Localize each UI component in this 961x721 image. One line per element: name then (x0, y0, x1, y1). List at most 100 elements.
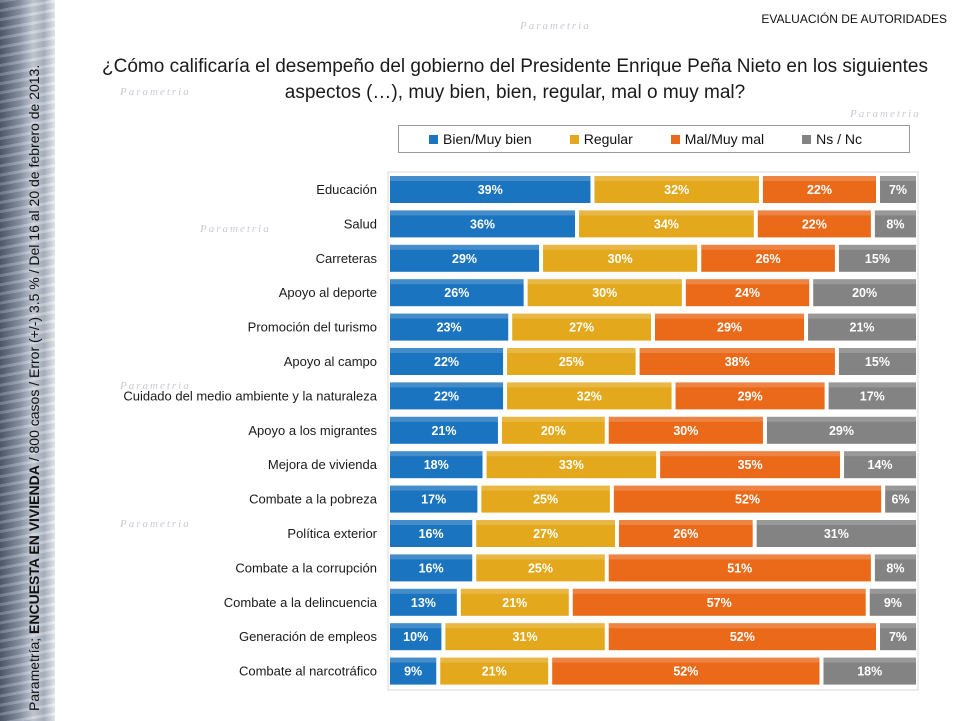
bar-highlight (813, 279, 916, 285)
bar-highlight (762, 176, 877, 181)
bar-segment (608, 554, 871, 582)
bar-value-label: 38% (725, 355, 750, 369)
bar-value-label: 22% (434, 355, 459, 369)
bar-value-label: 26% (673, 527, 698, 541)
bar-value-label: 14% (868, 458, 893, 472)
chart-legend: Bien/Muy bien Regular Mal/Muy mal Ns / N… (398, 125, 910, 153)
bar-segment (874, 210, 916, 238)
bar-value-label: 20% (541, 424, 566, 438)
bar-value-label: 35% (738, 458, 763, 472)
bar-value-label: 31% (513, 630, 538, 644)
watermark: Parametria (120, 86, 191, 98)
watermark: Parametria (850, 108, 921, 120)
bar-value-label: 30% (673, 424, 698, 438)
chart-title: ¿Cómo calificaría el desempeño del gobie… (102, 56, 928, 103)
watermark: Parametria (520, 20, 591, 32)
bar-value-label: 9% (404, 665, 422, 679)
bar-value-label: 31% (824, 527, 849, 541)
category-label: Combate al narcotráfico (239, 664, 377, 679)
category-label: Educación (316, 182, 377, 197)
bar-segment (390, 623, 442, 651)
bar-highlight (460, 588, 569, 594)
bar-segment (507, 382, 672, 410)
bar-segment (390, 657, 437, 685)
bar-segment (390, 348, 504, 375)
bar-highlight (390, 485, 478, 491)
bar-highlight (838, 244, 916, 250)
bar-value-label: 7% (889, 183, 907, 197)
bar-segment (390, 554, 473, 582)
bar-value-label: 21% (431, 424, 456, 438)
bar-segment (552, 657, 820, 685)
bar-segment (486, 451, 657, 479)
bar-segment (838, 348, 916, 375)
watermark: Parametria (120, 380, 191, 392)
bar-highlight (552, 657, 820, 663)
bar-segment (874, 554, 916, 582)
bar-highlight (507, 382, 672, 388)
bar-value-label: 32% (577, 389, 602, 403)
category-label: Apoyo a los migrantes (248, 423, 377, 438)
legend-swatch (802, 134, 812, 144)
category-label: Salud (344, 216, 377, 231)
bar-highlight (608, 623, 877, 629)
bar-value-label: 8% (886, 561, 904, 575)
bar-segment (481, 485, 610, 513)
bar-value-label: 9% (884, 596, 902, 610)
bar-value-label: 29% (717, 321, 742, 335)
bar-value-label: 22% (802, 217, 827, 231)
legend-item-nsnc: Ns / Nc (802, 131, 862, 147)
bar-highlight (608, 554, 871, 560)
bar-highlight (527, 279, 682, 285)
bar-highlight (756, 520, 916, 525)
bar-segment (476, 520, 616, 547)
bar-value-label: 51% (727, 561, 752, 575)
category-label: Carreteras (316, 251, 378, 266)
bar-segment (660, 451, 841, 479)
bar-highlight (445, 623, 605, 629)
bar-segment (701, 244, 835, 272)
legend-label: Regular (583, 131, 633, 147)
bar-value-label: 17% (421, 493, 446, 507)
bar-segment (844, 451, 916, 479)
bar-value-label: 16% (419, 527, 444, 541)
bar-highlight (390, 416, 498, 422)
bar-highlight (608, 416, 763, 422)
legend-item-mal: Mal/Muy mal (670, 131, 764, 147)
legend-swatch (670, 134, 680, 144)
bar-value-label: 8% (886, 217, 904, 231)
bar-segment (543, 244, 698, 272)
bar-highlight (390, 382, 504, 388)
bar-highlight (507, 348, 636, 353)
bar-value-label: 26% (444, 286, 469, 300)
bar-value-label: 22% (434, 389, 459, 403)
bar-highlight (766, 416, 916, 422)
bar-segment (512, 313, 651, 341)
bar-highlight (613, 485, 882, 491)
bar-highlight (390, 279, 524, 285)
bar-value-label: 27% (533, 527, 558, 541)
bar-highlight (874, 554, 916, 560)
bar-segment (579, 210, 754, 238)
bar-value-label: 27% (569, 321, 594, 335)
bar-highlight (808, 313, 916, 319)
bar-highlight (757, 210, 871, 216)
bar-value-label: 13% (411, 596, 436, 610)
bar-highlight (619, 520, 753, 525)
bar-highlight (476, 554, 605, 560)
bar-value-label: 15% (865, 355, 890, 369)
bar-segment (390, 520, 473, 547)
bar-value-label: 22% (807, 183, 832, 197)
category-label: Promoción del turismo (248, 320, 377, 335)
bar-segment (880, 176, 916, 203)
bar-segment (608, 623, 877, 651)
bar-value-label: 52% (730, 630, 755, 644)
bar-value-label: 17% (860, 389, 885, 403)
bar-segment (613, 485, 882, 513)
category-label: Generación de empleos (239, 629, 378, 644)
bar-value-label: 25% (533, 493, 558, 507)
bar-highlight (639, 348, 835, 353)
bar-value-label: 24% (735, 286, 760, 300)
bar-highlight (874, 210, 916, 216)
legend-swatch (569, 134, 579, 144)
